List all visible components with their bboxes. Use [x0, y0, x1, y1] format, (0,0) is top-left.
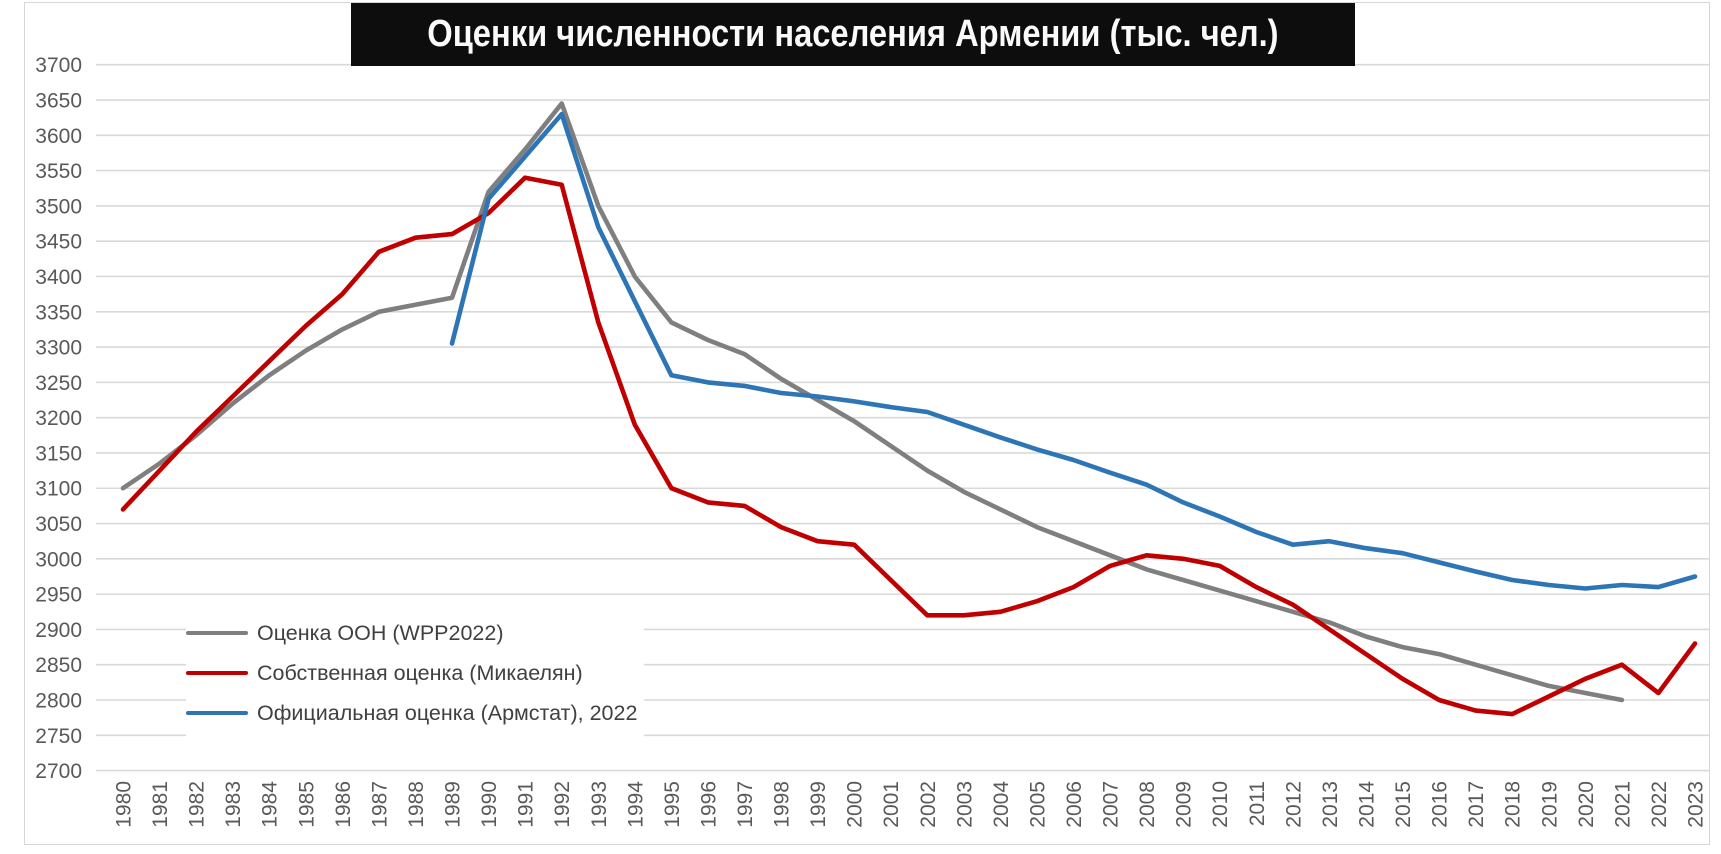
- y-axis-label-3450: 3450: [35, 231, 82, 254]
- series-line-2: [449, 111, 1698, 591]
- legend-item-official: Официальная оценка (Армстат), 2022: [186, 693, 644, 733]
- legend-label-un: Оценка ООН (WPP2022): [257, 620, 504, 645]
- x-axis-label-2001: 2001: [880, 781, 903, 828]
- x-axis-label-2008: 2008: [1136, 781, 1159, 828]
- series-line-1: [120, 175, 1698, 717]
- x-axis-label-1994: 1994: [624, 781, 647, 828]
- y-axis-label-3300: 3300: [35, 337, 82, 360]
- x-axis-label-2011: 2011: [1246, 781, 1269, 826]
- x-axis-label-2002: 2002: [917, 781, 940, 828]
- x-axis-label-2009: 2009: [1173, 781, 1196, 828]
- x-axis-label-2017: 2017: [1465, 781, 1488, 828]
- y-axis-label-3700: 3700: [35, 54, 82, 77]
- x-axis-label-2012: 2012: [1282, 781, 1305, 828]
- legend-item-un: Оценка ООН (WPP2022): [186, 613, 644, 653]
- x-axis-label-1998: 1998: [771, 781, 794, 828]
- x-axis-label-2013: 2013: [1319, 781, 1342, 828]
- y-axis-label-2850: 2850: [35, 654, 82, 677]
- chart-legend: Оценка ООН (WPP2022) Собственная оценка …: [186, 611, 644, 739]
- x-axis-label-1980: 1980: [113, 781, 136, 828]
- x-axis-label-1982: 1982: [186, 781, 209, 828]
- x-axis-label-1988: 1988: [405, 781, 428, 828]
- x-axis-label-1986: 1986: [332, 781, 355, 828]
- y-axis-label-3000: 3000: [35, 548, 82, 571]
- y-axis-label-2950: 2950: [35, 584, 82, 607]
- x-axis-label-1999: 1999: [807, 781, 830, 828]
- y-axis-label-3400: 3400: [35, 266, 82, 289]
- x-axis-label-1992: 1992: [551, 781, 574, 828]
- y-axis-label-3100: 3100: [35, 478, 82, 501]
- y-axis-label-3550: 3550: [35, 160, 82, 183]
- x-axis-label-1984: 1984: [259, 781, 282, 828]
- x-axis-label-2021: 2021: [1611, 781, 1634, 828]
- x-axis-label-2023: 2023: [1684, 781, 1707, 828]
- y-axis-label-3250: 3250: [35, 372, 82, 395]
- x-axis-label-2015: 2015: [1392, 781, 1415, 828]
- x-axis-label-2010: 2010: [1209, 781, 1232, 828]
- x-axis-label-2016: 2016: [1429, 781, 1452, 828]
- x-axis-label-2020: 2020: [1575, 781, 1598, 828]
- x-axis-label-2000: 2000: [844, 781, 867, 828]
- y-axis-label-2700: 2700: [35, 760, 82, 783]
- y-axis-label-3600: 3600: [35, 125, 82, 148]
- chart-title: Оценки численности населения Армении (ты…: [351, 3, 1355, 66]
- x-axis-label-1983: 1983: [222, 781, 245, 828]
- x-axis-label-1993: 1993: [588, 781, 611, 828]
- x-axis-label-2006: 2006: [1063, 781, 1086, 828]
- x-axis-label-2007: 2007: [1100, 781, 1123, 828]
- y-axis-label-3650: 3650: [35, 90, 82, 113]
- x-axis-label-2022: 2022: [1648, 781, 1671, 828]
- y-axis-label-2750: 2750: [35, 725, 82, 748]
- legend-item-own: Собственная оценка (Микаелян): [186, 653, 644, 693]
- x-axis-label-1990: 1990: [478, 781, 501, 828]
- y-axis-label-2800: 2800: [35, 690, 82, 713]
- x-axis-label-1985: 1985: [295, 781, 318, 828]
- x-axis-label-1989: 1989: [442, 781, 465, 828]
- y-axis-label-3050: 3050: [35, 513, 82, 536]
- x-axis-label-2019: 2019: [1538, 781, 1561, 828]
- x-axis-label-2004: 2004: [990, 781, 1013, 828]
- y-axis-label-2900: 2900: [35, 619, 82, 642]
- y-axis-label-3200: 3200: [35, 407, 82, 430]
- y-axis-label-3350: 3350: [35, 301, 82, 324]
- legend-line-swatch-official: [186, 710, 248, 716]
- x-axis-label-1987: 1987: [368, 781, 391, 828]
- x-axis-label-1991: 1991: [515, 781, 538, 828]
- y-axis-label-3500: 3500: [35, 195, 82, 218]
- legend-label-official: Официальная оценка (Армстат), 2022: [257, 700, 638, 725]
- x-axis-label-1981: 1981: [149, 781, 172, 828]
- legend-line-swatch-un: [186, 630, 248, 636]
- x-axis-label-2005: 2005: [1026, 781, 1049, 828]
- y-axis-label-3150: 3150: [35, 442, 82, 465]
- chart-title-text: Оценки численности населения Армении (ты…: [427, 13, 1279, 55]
- chart-border-frame: [24, 2, 1710, 845]
- series-line-0: [120, 101, 1625, 703]
- x-axis-label-2014: 2014: [1355, 781, 1378, 828]
- x-axis-label-1995: 1995: [661, 781, 684, 828]
- x-axis-label-1997: 1997: [734, 781, 757, 828]
- legend-line-swatch-own: [186, 670, 248, 676]
- x-axis-label-1996: 1996: [697, 781, 720, 828]
- x-axis-label-2018: 2018: [1502, 781, 1525, 828]
- x-axis-label-2003: 2003: [953, 781, 976, 828]
- legend-label-own: Собственная оценка (Микаелян): [257, 660, 583, 685]
